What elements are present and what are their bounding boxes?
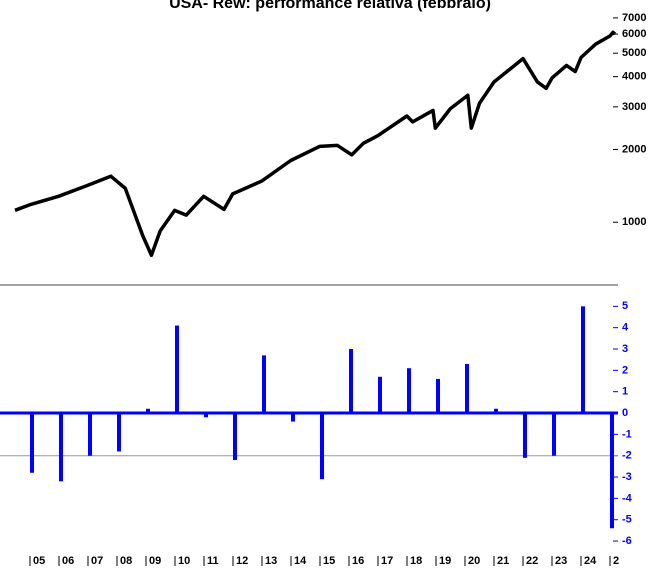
x-tick-label: 16 — [352, 555, 364, 567]
y-tick-label: -2 — [622, 450, 632, 462]
x-tick-label: 2 — [613, 555, 619, 567]
x-tick-label: 05 — [33, 555, 45, 567]
x-tick-label: 18 — [410, 555, 422, 567]
y-tick-label: 3000 — [622, 101, 646, 113]
y-tick-label: -5 — [622, 514, 632, 526]
bar — [581, 306, 585, 414]
y-tick-label: 6000 — [622, 28, 646, 40]
bar — [494, 408, 498, 414]
y-tick-label: -1 — [622, 428, 632, 440]
bar — [117, 413, 121, 452]
y-tick-label: 5 — [622, 300, 628, 312]
bar — [523, 413, 527, 458]
x-tick-label: 10 — [178, 555, 190, 567]
y-tick-label: 1000 — [622, 216, 646, 228]
x-tick-label: 15 — [323, 555, 335, 567]
x-tick-label: 20 — [468, 555, 480, 567]
x-tick-label: 12 — [236, 555, 248, 567]
y-tick-label: -6 — [622, 535, 632, 547]
bar — [88, 413, 92, 456]
bar — [436, 378, 440, 414]
y-tick-label: 1 — [622, 386, 628, 398]
price-line — [14, 30, 617, 258]
bar — [291, 413, 295, 422]
chart-title: USA- Rew: performance relativa (febbraio… — [169, 0, 491, 12]
bar — [552, 413, 556, 456]
y-tick-label: 3 — [622, 343, 628, 355]
x-tick-label: 08 — [120, 555, 132, 567]
y-tick-label: 7000 — [622, 12, 646, 24]
y-tick-label: 4000 — [622, 71, 646, 83]
bar — [204, 413, 208, 418]
y-tick-label: 0 — [622, 407, 628, 419]
x-tick-label: 22 — [526, 555, 538, 567]
y-tick-label: 5000 — [622, 47, 646, 59]
x-tick-label: 06 — [62, 555, 74, 567]
bar — [59, 413, 63, 482]
x-tick-label: 24 — [584, 555, 597, 567]
bar — [262, 355, 266, 414]
bar — [233, 413, 237, 460]
bar — [610, 413, 614, 529]
bar — [407, 368, 411, 414]
y-tick-label: -4 — [622, 492, 633, 504]
x-tick-label: 17 — [381, 555, 393, 567]
y-tick-label: 2 — [622, 364, 628, 376]
x-tick-label: 19 — [439, 555, 451, 567]
x-tick-label: 14 — [294, 555, 307, 567]
x-tick-label: 09 — [149, 555, 161, 567]
bar — [146, 408, 150, 414]
bar — [175, 325, 179, 414]
y-tick-label: 4 — [622, 322, 629, 334]
bar — [320, 413, 324, 480]
bar — [378, 376, 382, 414]
y-tick-label: -3 — [622, 471, 632, 483]
x-tick-label: 11 — [207, 555, 219, 567]
bar — [465, 363, 469, 414]
y-tick-label: 2000 — [622, 143, 646, 155]
x-tick-label: 07 — [91, 555, 103, 567]
x-tick-label: 21 — [497, 555, 509, 567]
bar — [30, 413, 34, 473]
x-tick-label: 13 — [265, 555, 277, 567]
x-tick-label: 23 — [555, 555, 567, 567]
bar — [349, 349, 353, 414]
